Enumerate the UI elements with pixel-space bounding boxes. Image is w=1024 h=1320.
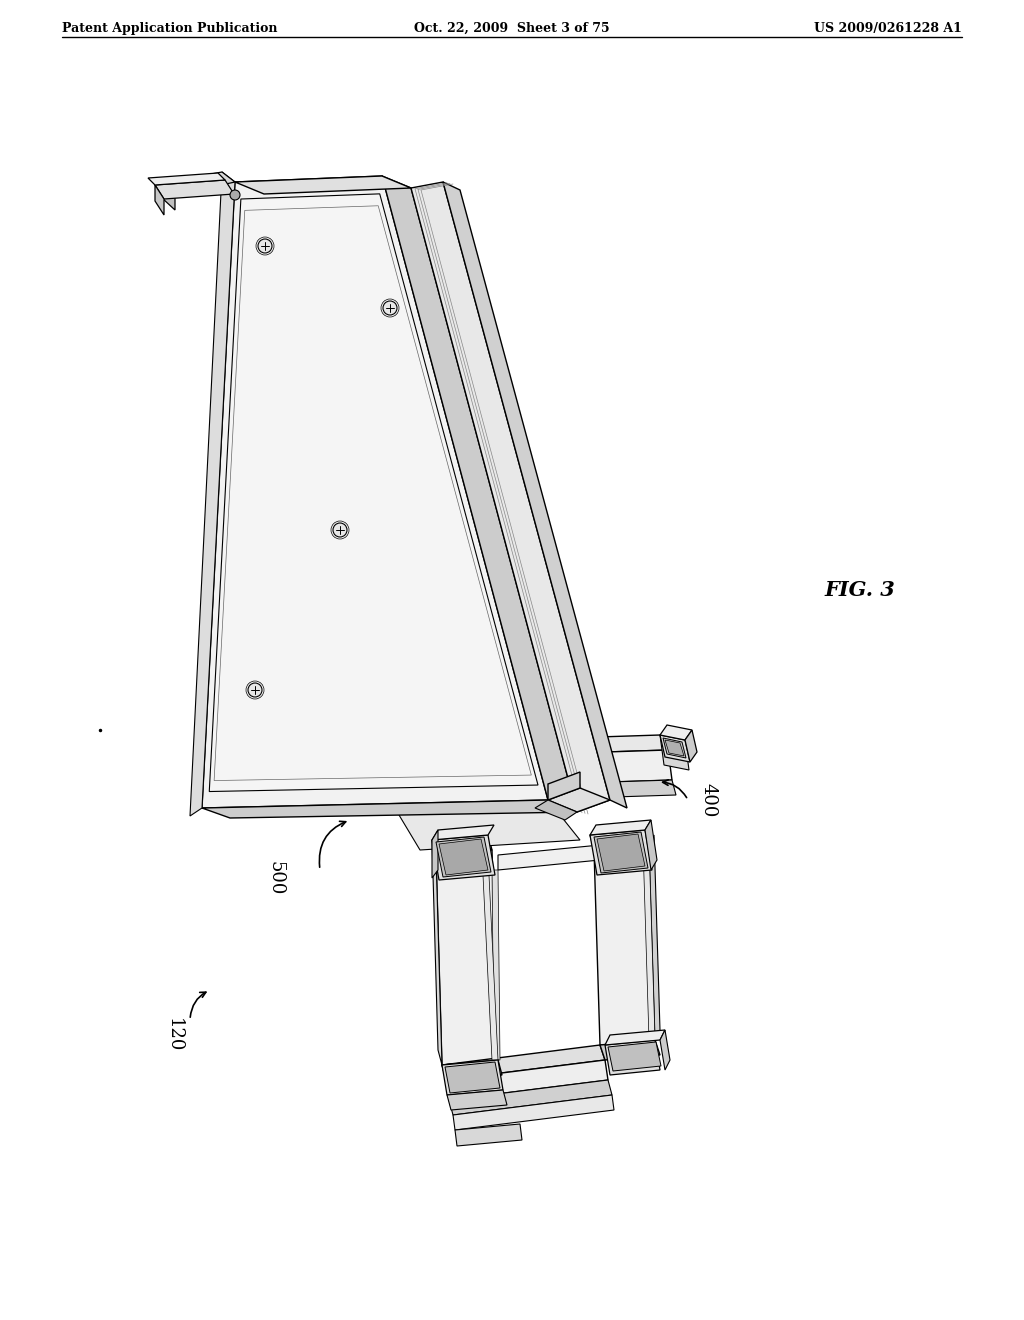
Polygon shape [453, 1096, 614, 1130]
Polygon shape [660, 735, 689, 770]
Polygon shape [436, 837, 490, 876]
Polygon shape [234, 176, 411, 194]
Text: 400: 400 [700, 783, 718, 817]
Polygon shape [432, 836, 495, 880]
Polygon shape [446, 1060, 608, 1100]
Polygon shape [645, 820, 657, 870]
Polygon shape [390, 800, 580, 850]
Polygon shape [202, 800, 577, 818]
Polygon shape [505, 741, 517, 785]
Polygon shape [663, 738, 686, 758]
Polygon shape [155, 180, 234, 199]
Circle shape [230, 190, 240, 201]
Polygon shape [590, 830, 652, 875]
Polygon shape [660, 735, 690, 762]
Polygon shape [548, 788, 610, 812]
Polygon shape [660, 1030, 670, 1071]
Polygon shape [590, 820, 651, 836]
Circle shape [258, 239, 272, 253]
Polygon shape [590, 830, 649, 850]
Polygon shape [492, 870, 500, 1060]
Polygon shape [513, 750, 672, 785]
Circle shape [333, 523, 347, 537]
Circle shape [248, 682, 262, 697]
Polygon shape [517, 780, 676, 800]
Polygon shape [498, 845, 600, 870]
Text: US 2009/0261228 A1: US 2009/0261228 A1 [814, 22, 962, 36]
Polygon shape [597, 834, 645, 871]
Polygon shape [155, 185, 164, 215]
Polygon shape [455, 1125, 522, 1146]
Polygon shape [649, 836, 660, 1040]
Polygon shape [643, 845, 655, 1040]
Polygon shape [443, 182, 627, 808]
Polygon shape [439, 840, 488, 875]
Text: Patent Application Publication: Patent Application Publication [62, 22, 278, 36]
Polygon shape [432, 830, 438, 878]
Polygon shape [436, 850, 498, 1065]
Polygon shape [605, 1040, 660, 1074]
Polygon shape [162, 183, 175, 210]
Polygon shape [382, 176, 577, 812]
Polygon shape [432, 836, 492, 855]
Polygon shape [608, 1041, 662, 1071]
Polygon shape [411, 182, 610, 812]
Text: Oct. 22, 2009  Sheet 3 of 75: Oct. 22, 2009 Sheet 3 of 75 [414, 22, 610, 36]
Polygon shape [442, 1045, 605, 1080]
Polygon shape [685, 730, 697, 762]
Polygon shape [445, 1063, 500, 1093]
Polygon shape [432, 825, 494, 840]
Polygon shape [442, 1060, 502, 1080]
Polygon shape [447, 1090, 507, 1110]
Circle shape [383, 301, 397, 315]
Polygon shape [449, 1080, 612, 1115]
Polygon shape [605, 1030, 665, 1045]
Polygon shape [432, 840, 442, 1065]
Polygon shape [665, 741, 684, 756]
Polygon shape [535, 800, 577, 820]
Polygon shape [214, 206, 531, 780]
Polygon shape [162, 172, 234, 195]
Polygon shape [202, 176, 548, 808]
Polygon shape [594, 832, 648, 873]
Polygon shape [482, 855, 498, 1060]
Polygon shape [442, 1060, 503, 1096]
Polygon shape [548, 772, 580, 800]
Polygon shape [660, 725, 692, 741]
Polygon shape [209, 194, 538, 792]
Text: 120: 120 [165, 1018, 183, 1052]
Polygon shape [600, 1040, 660, 1060]
Polygon shape [148, 173, 225, 185]
Polygon shape [190, 172, 234, 816]
Text: FIG. 3: FIG. 3 [824, 579, 895, 601]
Polygon shape [594, 845, 655, 1045]
Text: 500: 500 [266, 861, 284, 895]
Polygon shape [505, 735, 668, 755]
